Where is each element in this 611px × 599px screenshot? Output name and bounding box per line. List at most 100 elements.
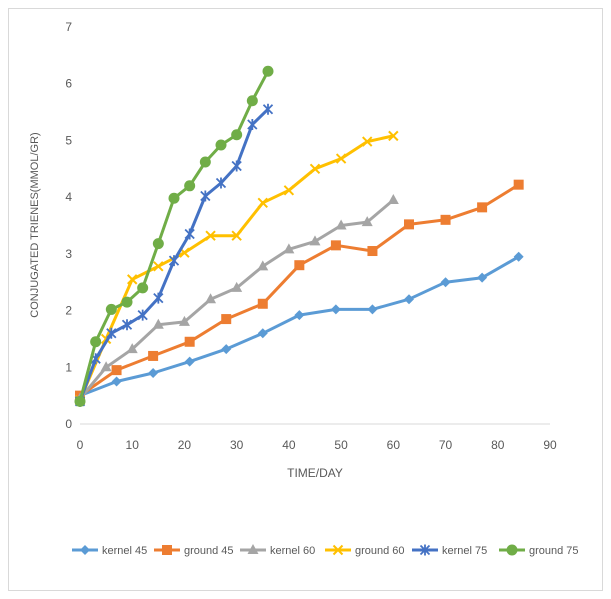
data-point [330, 240, 341, 251]
x-tick-label: 20 [178, 438, 192, 452]
y-tick-label: 7 [65, 20, 72, 34]
series-kernel-75 [74, 103, 274, 407]
data-point [184, 228, 195, 240]
data-point [178, 315, 190, 326]
y-tick-label: 4 [65, 190, 72, 204]
data-point [294, 260, 305, 271]
data-point [221, 344, 232, 355]
data-point [137, 282, 149, 294]
data-point [262, 103, 274, 115]
series-ground-75 [74, 65, 274, 407]
data-point [309, 235, 321, 246]
legend-item: kernel 45 [72, 545, 147, 557]
data-point [335, 219, 347, 230]
legend-marker [506, 544, 518, 556]
data-point [127, 274, 138, 285]
data-point [404, 219, 414, 230]
data-point [106, 327, 117, 339]
data-point [309, 163, 321, 174]
legend-marker [80, 545, 90, 555]
series-ground-60 [74, 130, 399, 406]
data-point [215, 177, 227, 189]
y-axis-label: CONJUGATED TRIENES(MMOL/GR) [29, 132, 41, 317]
legend-label: ground 45 [184, 545, 234, 557]
legend-label: ground 75 [529, 545, 579, 557]
data-point [257, 328, 268, 339]
chart-frame [8, 8, 603, 591]
data-point [404, 294, 414, 305]
data-point [231, 230, 242, 241]
data-point [246, 95, 258, 107]
x-tick-labels: 0 10 20 30 40 50 60 70 80 90 [77, 438, 557, 452]
series-kernel-60 [74, 193, 399, 403]
legend-marker [247, 544, 259, 554]
y-tick-label: 0 [65, 417, 72, 431]
data-point [184, 180, 196, 192]
legend-item: kernel 60 [240, 544, 315, 557]
data-point [152, 238, 164, 250]
y-tick-label: 3 [65, 247, 72, 261]
data-point [221, 314, 232, 325]
y-tick-label: 5 [65, 133, 72, 147]
data-point [387, 193, 399, 204]
data-point [513, 179, 524, 190]
x-tick-label: 50 [334, 438, 348, 452]
data-point [105, 303, 117, 315]
legend-label: kernel 75 [442, 545, 487, 557]
data-point [440, 277, 451, 288]
x-tick-label: 60 [387, 438, 401, 452]
legend-label: kernel 60 [270, 545, 315, 557]
data-point [153, 261, 164, 272]
data-point [257, 298, 268, 309]
x-tick-label: 0 [77, 438, 84, 452]
data-point [168, 255, 180, 267]
legend-label: kernel 45 [102, 545, 147, 557]
series-kernel-45 [75, 251, 524, 401]
data-point [168, 192, 180, 204]
legend-label: ground 60 [355, 545, 405, 557]
data-point [283, 185, 295, 196]
data-point [184, 356, 195, 367]
x-tick-label: 90 [543, 438, 557, 452]
x-tick-label: 10 [126, 438, 140, 452]
data-point [231, 129, 243, 141]
data-point [367, 304, 378, 315]
series-lines [74, 65, 524, 407]
x-axis-label: TIME/DAY [287, 466, 343, 480]
data-point [90, 336, 102, 348]
legend-item: ground 45 [154, 545, 234, 557]
data-point [205, 293, 217, 304]
x-tick-label: 40 [282, 438, 296, 452]
data-point [205, 230, 216, 241]
legend-item: kernel 75 [412, 544, 487, 557]
x-tick-label: 80 [491, 438, 505, 452]
data-point [330, 304, 341, 315]
legend-marker [332, 544, 344, 556]
data-point [361, 216, 373, 227]
x-tick-label: 30 [230, 438, 244, 452]
y-tick-label: 1 [65, 360, 72, 374]
y-tick-label: 6 [65, 77, 72, 91]
data-point [257, 197, 268, 209]
data-point [335, 153, 347, 164]
data-point [126, 343, 138, 354]
data-point [100, 361, 112, 372]
series-line [78, 134, 394, 401]
data-point [257, 260, 269, 271]
x-tick-label: 70 [439, 438, 453, 452]
legend-marker [162, 545, 172, 555]
data-point [153, 292, 164, 304]
data-point [199, 156, 211, 168]
data-point [440, 214, 451, 225]
legend-item: ground 75 [499, 544, 579, 557]
data-point [184, 336, 195, 347]
data-point [513, 251, 524, 262]
data-point [137, 309, 148, 321]
data-point [111, 365, 122, 376]
data-point [362, 136, 373, 147]
data-point [247, 119, 258, 131]
legend-item: ground 60 [325, 544, 405, 557]
data-point [74, 395, 86, 407]
data-point [148, 367, 159, 378]
